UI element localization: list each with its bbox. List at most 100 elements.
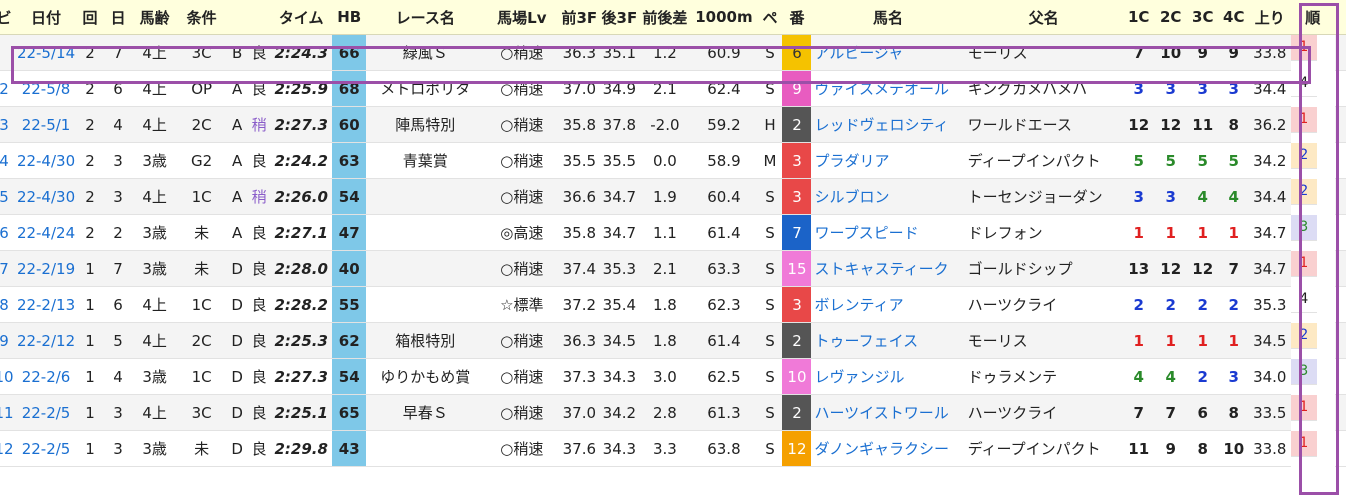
table-row[interactable]: 5 22-4/30 2 3 4上 1C A 稍 2:26.0 54 ○稍速 36.6 34.7 1.9 60…	[0, 178, 1346, 215]
col-condition-header[interactable]	[248, 0, 271, 35]
col-corner-2-header[interactable]: 2C	[1154, 0, 1187, 35]
race-date[interactable]: 22-5/8	[16, 70, 77, 107]
race-name[interactable]	[366, 250, 485, 287]
race-date[interactable]: 22-5/1	[16, 106, 77, 143]
race-name[interactable]	[366, 214, 485, 251]
sire-name[interactable]: ディープインパクト	[964, 142, 1123, 179]
race-date[interactable]: 22-2/6	[16, 358, 77, 395]
race-name[interactable]: 緑風Ｓ	[366, 34, 485, 71]
horse-name[interactable]: アルビージャ	[811, 34, 965, 71]
col-date-header[interactable]: 日付	[16, 0, 77, 35]
race-name[interactable]	[366, 286, 485, 323]
table-row[interactable]: 9 22-2/12 1 5 4上 2C D 良 2:25.3 62 箱根特別 ○稍速 36.3 34.5 1…	[0, 322, 1346, 359]
finish-badge: 2	[1290, 322, 1317, 348]
horse-name[interactable]: ボレンティア	[811, 286, 965, 323]
col-front-3f-header[interactable]: 前3F	[559, 0, 600, 35]
race-date[interactable]: 22-2/5	[16, 394, 77, 431]
col-finish-header[interactable]: 順	[1290, 0, 1335, 35]
sire-name[interactable]: モーリス	[964, 322, 1123, 359]
meeting-number: 2	[76, 214, 105, 251]
horse-name[interactable]: トゥーフェイス	[811, 322, 965, 359]
col-post-number-header[interactable]: 番	[782, 0, 812, 35]
corner-2-position: 12	[1154, 106, 1187, 143]
horse-name[interactable]: レッドヴェロシティ	[811, 106, 965, 143]
race-name[interactable]: 青葉賞	[366, 142, 485, 179]
table-row[interactable]: 1222-2/5133歳未D良2:29.843○稍速37.634.33.363.…	[0, 430, 1346, 467]
sire-name[interactable]: ワールドエース	[964, 106, 1123, 143]
race-date[interactable]: 22-2/19	[16, 250, 77, 287]
table-row[interactable]: 2 22-5/8 2 6 4上 OP A 良 2:25.9 68 メトロポリタ ○稍速 37.0 34.9…	[0, 70, 1346, 107]
table-row[interactable]: 22-5/14 2 7 4上 3C B 良 2:24.3 66 緑風Ｓ ○稍速 36.3 35.1 1.2…	[0, 34, 1346, 71]
col-class-header[interactable]: 条件	[177, 0, 227, 35]
col-time-header[interactable]: タイム	[270, 0, 333, 35]
race-date[interactable]: 22-2/13	[16, 286, 77, 323]
race-date[interactable]: 22-4/30	[16, 142, 77, 179]
race-name[interactable]: 早春Ｓ	[366, 394, 485, 431]
sire-name[interactable]: キングカメハメハ	[964, 70, 1123, 107]
race-name[interactable]: ゆりかもめ賞	[366, 358, 485, 395]
col-race-name-header[interactable]: レース名	[366, 0, 485, 35]
pace: S	[757, 178, 783, 215]
horse-name[interactable]: レヴァンジル	[811, 358, 965, 395]
col-1000m-header[interactable]: 1000m	[690, 0, 758, 35]
race-name[interactable]: 箱根特別	[366, 322, 485, 359]
time-1000m: 62.5	[690, 358, 758, 395]
front-3f: 35.5	[559, 142, 600, 179]
col-horse-name-header[interactable]: 馬名	[811, 0, 965, 35]
last-time: 34.4	[1248, 70, 1291, 107]
col-grade-header[interactable]	[226, 0, 249, 35]
last-3f: 34.3	[599, 358, 640, 395]
race-date[interactable]: 22-5/14	[16, 34, 77, 71]
horse-name[interactable]: ストキャスティーク	[811, 250, 965, 287]
table-row[interactable]: 7 22-2/19 1 7 3歳未 D 良 2:28.0 40 ○稍速 37.4 35.3 2.1 63.…	[0, 250, 1346, 287]
race-date[interactable]: 22-2/5	[16, 430, 77, 467]
col-pace-header[interactable]: ペ	[757, 0, 783, 35]
horse-name[interactable]: ハーツイストワール	[811, 394, 965, 431]
table-row[interactable]: 6 22-4/24 2 2 3歳未 A 良 2:27.1 47 ◎高速 35.8 34.7 1.1 61.…	[0, 214, 1346, 251]
race-date[interactable]: 22-4/24	[16, 214, 77, 251]
sire-name[interactable]: トーセンジョーダン	[964, 178, 1123, 215]
col-corner-3-header[interactable]: 3C	[1186, 0, 1219, 35]
col-front-back-diff-header[interactable]: 前後差	[639, 0, 691, 35]
table-row[interactable]: 8 22-2/13 1 6 4上 1C D 良 2:28.2 55 ☆標準 37.2 35.4 1.8 62…	[0, 286, 1346, 323]
horse-name[interactable]: ヴァイスメテオール	[811, 70, 965, 107]
col-kai-header[interactable]: 回	[76, 0, 105, 35]
race-date[interactable]: 22-2/12	[16, 322, 77, 359]
sire-name[interactable]: ゴールドシップ	[964, 250, 1123, 287]
sire-name[interactable]: ハーツクライ	[964, 394, 1123, 431]
row-extra	[1334, 214, 1346, 251]
horse-name[interactable]: ダノンギャラクシー	[811, 430, 965, 467]
horse-name[interactable]: シルブロン	[811, 178, 965, 215]
table-row[interactable]: 4 22-4/30 2 3 3歳 G2 A 良 2:24.2 63 青葉賞 ○稍速 35.5 35.5 0.…	[0, 142, 1346, 179]
sire-name[interactable]: ディープインパクト	[964, 430, 1123, 467]
col-index-header[interactable]: ビ	[0, 0, 17, 35]
race-name[interactable]: メトロポリタ	[366, 70, 485, 107]
col-nichi-header[interactable]: 日	[104, 0, 133, 35]
corner-3-position: 2	[1186, 286, 1219, 323]
horse-name[interactable]: プラダリア	[811, 142, 965, 179]
col-hb-header[interactable]: HB	[332, 0, 367, 35]
table-row[interactable]: 3 22-5/1 2 4 4上 2C A 稍 2:27.3 60 陣馬特別 ○稍速 35.8 37.8 -2…	[0, 106, 1346, 143]
sire-name[interactable]: ドレフォン	[964, 214, 1123, 251]
col-last-3f-header[interactable]: 後3F	[599, 0, 640, 35]
table-row[interactable]: 1022-2/6143歳1CD良2:27.354ゆりかもめ賞○稍速37.334.…	[0, 358, 1346, 395]
race-name[interactable]	[366, 178, 485, 215]
col-corner-4-header[interactable]: 4C	[1218, 0, 1249, 35]
corner-3-position: 12	[1186, 250, 1219, 287]
finish-position: 2	[1290, 142, 1317, 169]
col-age-header[interactable]: 馬齢	[132, 0, 178, 35]
col-corner-1-header[interactable]: 1C	[1122, 0, 1155, 35]
post-number: 3	[782, 142, 812, 179]
sire-name[interactable]: ハーツクライ	[964, 286, 1123, 323]
race-name[interactable]: 陣馬特別	[366, 106, 485, 143]
col-track-level-header[interactable]: 馬場Lv	[484, 0, 560, 35]
horse-name[interactable]: ワープスピード	[811, 214, 965, 251]
sire-name[interactable]: ドゥラメンテ	[964, 358, 1123, 395]
race-date[interactable]: 22-4/30	[16, 178, 77, 215]
table-row[interactable]: 1122-2/5134上3CD良2:25.165早春Ｓ○稍速37.034.22.…	[0, 394, 1346, 431]
sire-name[interactable]: モーリス	[964, 34, 1123, 71]
corner-1-position: 13	[1122, 250, 1155, 287]
col-sire-name-header[interactable]: 父名	[964, 0, 1123, 35]
race-name[interactable]	[366, 430, 485, 467]
col-last-time-header[interactable]: 上り	[1248, 0, 1291, 35]
